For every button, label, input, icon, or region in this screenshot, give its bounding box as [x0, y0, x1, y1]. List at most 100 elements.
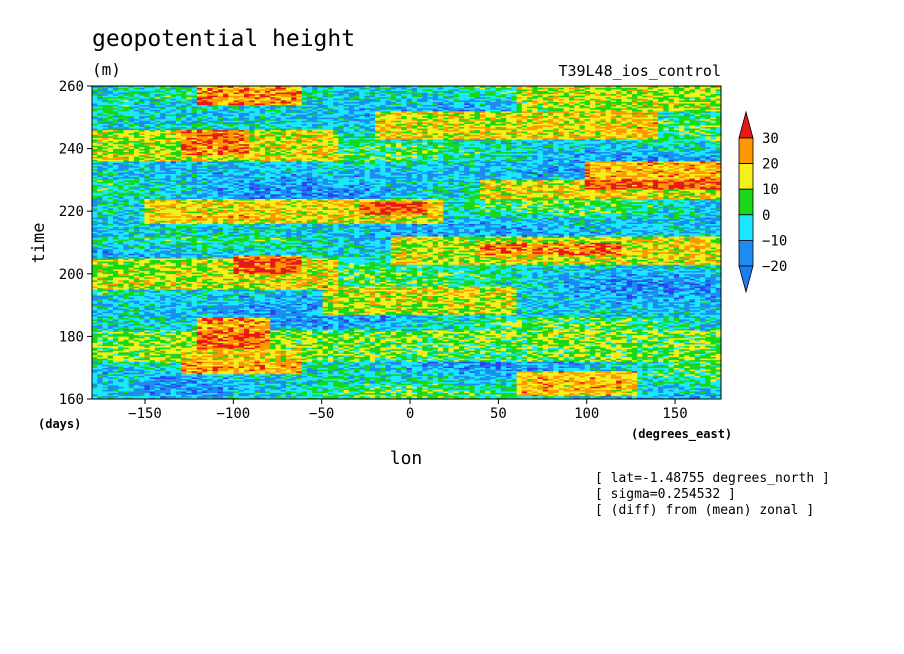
heatmap-cell — [584, 328, 591, 331]
heatmap-cell — [673, 347, 680, 350]
heatmap-cell — [317, 356, 323, 359]
heatmap-cell — [291, 355, 302, 358]
heatmap-cell — [558, 369, 565, 372]
heatmap-cell — [112, 330, 119, 333]
heatmap-cell — [186, 341, 192, 343]
heatmap-cell — [610, 367, 617, 370]
heatmap-cell — [144, 342, 150, 345]
heatmap-cell — [333, 342, 339, 345]
heatmap-cell — [584, 397, 591, 399]
heatmap-cell — [343, 330, 355, 333]
heatmap-cell — [375, 364, 386, 367]
heatmap-cell — [233, 373, 245, 376]
heatmap-cell — [663, 341, 675, 343]
heatmap-cell — [338, 352, 344, 354]
heatmap-cell — [406, 356, 413, 359]
heatmap-cell — [411, 347, 423, 350]
heatmap-cell — [411, 331, 428, 334]
heatmap-cell — [589, 350, 601, 353]
heatmap-cell — [186, 383, 198, 386]
heatmap-cell — [406, 397, 413, 399]
heatmap-cell — [521, 337, 528, 340]
heatmap-cell — [270, 363, 292, 365]
heatmap-cell — [322, 358, 329, 361]
heatmap-cell — [626, 350, 643, 353]
heatmap-cell — [521, 359, 528, 362]
heatmap-cell — [348, 386, 355, 389]
heatmap-cell — [338, 380, 350, 383]
heatmap-cell — [196, 384, 213, 387]
heatmap-cell — [343, 367, 350, 370]
heatmap-cell — [432, 344, 439, 347]
heatmap-cell — [207, 380, 213, 383]
heatmap-cell — [333, 337, 339, 340]
heatmap-cell — [700, 373, 717, 376]
heatmap-cell — [165, 380, 182, 383]
heatmap-cell — [684, 372, 690, 375]
heatmap-cell — [474, 353, 486, 356]
heatmap-cell — [705, 352, 711, 354]
heatmap-cell — [506, 372, 517, 375]
heatmap-cell — [500, 358, 507, 361]
heatmap-cell — [605, 337, 612, 340]
heatmap-cell — [506, 373, 512, 376]
heatmap-cell — [500, 361, 512, 364]
heatmap-cell — [196, 341, 213, 343]
heatmap-cell — [705, 342, 711, 345]
heatmap-cell — [202, 377, 224, 379]
heatmap-cell — [375, 356, 386, 359]
heatmap-cell — [149, 336, 161, 339]
heatmap-cell — [469, 389, 475, 392]
heatmap-cell — [658, 353, 675, 356]
heatmap-cell — [679, 363, 701, 365]
heatmap-cell — [92, 361, 98, 364]
heatmap-cell — [102, 342, 114, 345]
heatmap-cell — [689, 355, 696, 358]
heatmap-cell — [196, 339, 208, 342]
heatmap-cell — [521, 397, 533, 399]
heatmap-cell — [443, 397, 449, 399]
heatmap-cell — [217, 392, 234, 395]
heatmap-cell — [338, 367, 344, 370]
heatmap-cell — [223, 383, 240, 386]
heatmap-cell — [416, 361, 423, 364]
heatmap-cell — [102, 361, 109, 364]
heatmap-cell — [401, 336, 418, 339]
heatmap-cell — [516, 344, 523, 347]
heatmap-cell — [427, 389, 434, 392]
heatmap-cell — [589, 388, 617, 390]
heatmap-cell — [416, 356, 423, 359]
heatmap-cell — [469, 391, 475, 394]
heatmap-cell — [238, 370, 245, 373]
heatmap-cell — [390, 380, 402, 383]
heatmap-cell — [280, 397, 287, 399]
heatmap-cell — [343, 375, 350, 378]
heatmap-cell — [485, 344, 491, 347]
heatmap-cell — [228, 361, 234, 364]
heatmap-cell — [621, 375, 638, 378]
heatmap-cell — [244, 361, 250, 364]
heatmap-cell — [181, 397, 198, 399]
heatmap-cell — [422, 377, 428, 379]
heatmap-cell — [485, 395, 491, 398]
heatmap-cell — [322, 352, 329, 354]
heatmap-cell — [621, 389, 633, 392]
heatmap-cell — [322, 363, 329, 365]
heatmap-cell — [427, 377, 434, 379]
heatmap-cell — [228, 330, 234, 333]
heatmap-cell — [202, 334, 208, 337]
heatmap-cell — [448, 359, 454, 362]
heatmap-cell — [390, 394, 397, 397]
heatmap-cell — [495, 348, 507, 351]
heatmap-cell — [542, 378, 549, 381]
heatmap-cell — [479, 344, 486, 347]
heatmap-cell — [217, 336, 224, 339]
heatmap-cell — [280, 392, 287, 395]
heatmap-cell — [605, 391, 617, 394]
heatmap-cell — [527, 378, 533, 381]
heatmap-cell — [107, 380, 114, 383]
heatmap-cell — [700, 369, 711, 372]
heatmap-cell — [610, 386, 617, 389]
heatmap-cell — [715, 380, 721, 383]
heatmap-cell — [154, 366, 161, 368]
